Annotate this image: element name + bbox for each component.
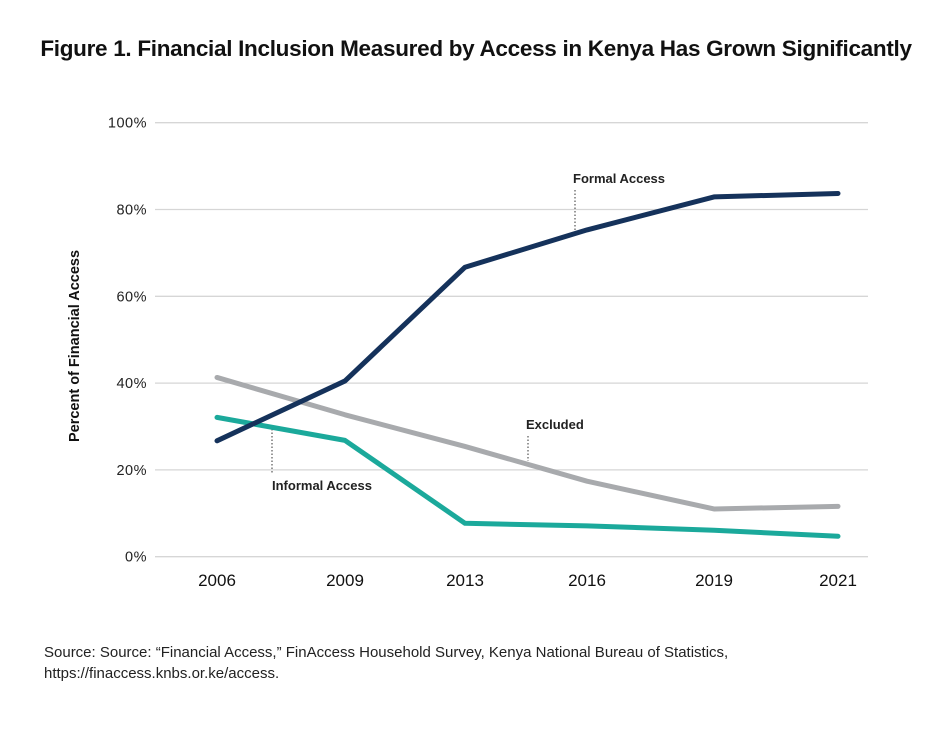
line-chart: 0% 20% 40% 60% 80% 100% 2006 2009 2013 2016 2019 20… — [67, 116, 868, 590]
y-tick-label: 40% — [116, 376, 147, 392]
x-tick-label: 2013 — [446, 571, 484, 590]
series-line-informal-access — [214, 414, 841, 539]
x-tick-label: 2009 — [326, 571, 364, 590]
chart-title: Figure 1. Financial Inclusion Measured b… — [40, 36, 912, 61]
series-line-formal-access — [214, 190, 841, 444]
x-tick-label: 2021 — [819, 571, 857, 590]
y-tick-label: 80% — [116, 203, 147, 219]
y-tick-label: 100% — [108, 116, 147, 132]
y-tick-label: 0% — [125, 550, 147, 566]
series-line-excluded — [214, 374, 841, 512]
x-tick-label: 2006 — [198, 571, 236, 590]
x-tick-label: 2019 — [695, 571, 733, 590]
x-tick-label: 2016 — [568, 571, 606, 590]
annotation-label: Excluded — [526, 417, 584, 432]
annotation-label: Informal Access — [272, 478, 372, 493]
source-note: Source: Source: “Financial Access,” FinA… — [44, 644, 729, 682]
y-axis-label: Percent of Financial Access — [67, 250, 83, 442]
y-tick-label: 60% — [116, 289, 147, 305]
annotation-label: Formal Access — [573, 171, 665, 186]
y-tick-label: 20% — [116, 463, 147, 479]
